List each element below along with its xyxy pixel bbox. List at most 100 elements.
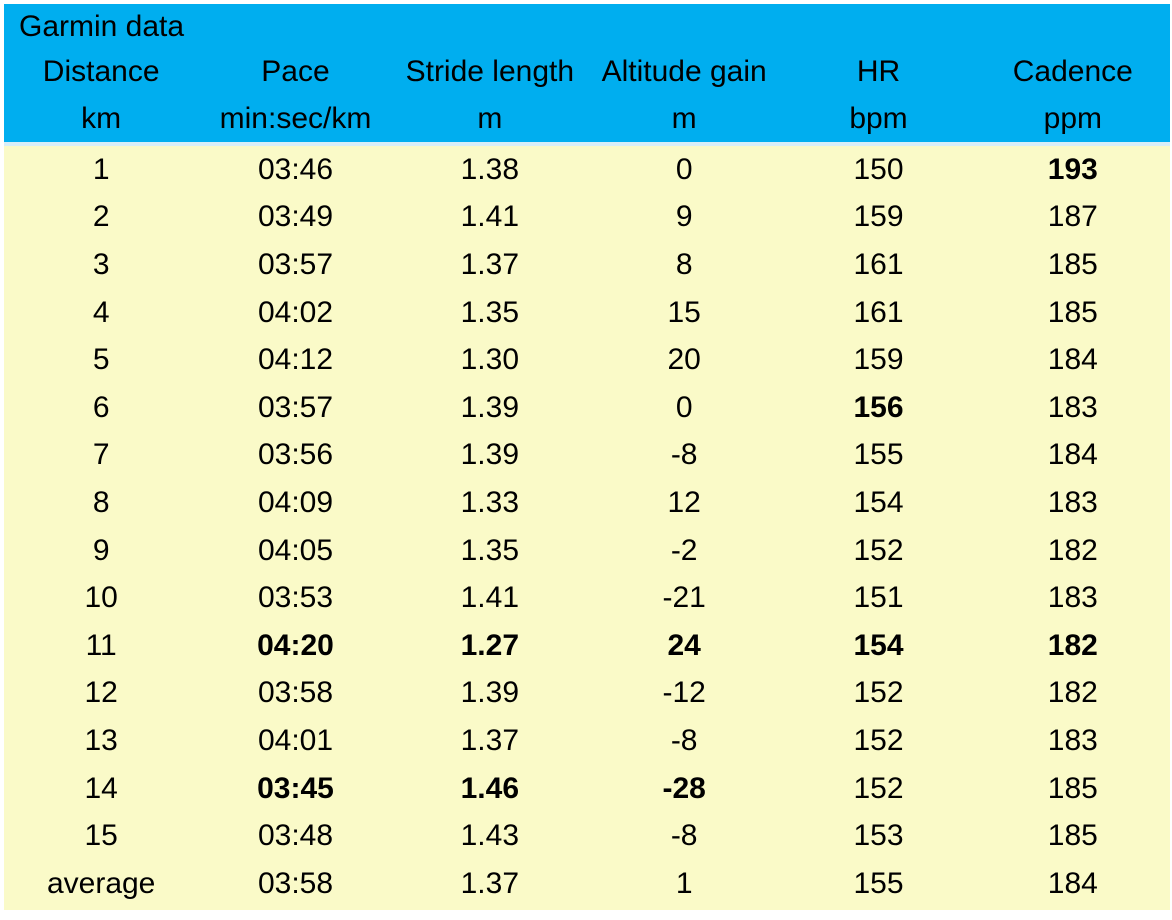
cell: 03:57 <box>257 247 334 281</box>
cell: 1.35 <box>460 295 520 329</box>
column-header-stride-length: Stride length <box>405 55 575 89</box>
cell: 1.41 <box>460 200 520 234</box>
cell: 20 <box>667 343 701 377</box>
cell: 182 <box>1047 628 1098 662</box>
cell: 1.39 <box>460 676 520 710</box>
cell: 1.33 <box>460 485 520 519</box>
cell: 15 <box>667 295 701 329</box>
cell: 03:53 <box>257 581 334 615</box>
unit-stride-length: m <box>477 101 503 135</box>
cell: 03:48 <box>257 819 334 853</box>
column-header-pace: Pace <box>261 55 330 89</box>
cell: 0 <box>675 390 693 424</box>
cell: 04:05 <box>257 533 334 567</box>
cell: -28 <box>662 771 706 805</box>
cell: 161 <box>853 295 904 329</box>
table-row: 10 03:53 1.41 -21 151 183 <box>4 574 1170 622</box>
cell: 15 <box>84 819 118 853</box>
table-row: average 03:58 1.37 1 155 184 <box>4 860 1170 908</box>
cell: 1.37 <box>460 247 520 281</box>
table-row: 8 04:09 1.33 12 154 183 <box>4 479 1170 527</box>
cell: 4 <box>92 295 110 329</box>
cell: 03:58 <box>257 866 334 900</box>
table-row: 3 03:57 1.37 8 161 185 <box>4 241 1170 289</box>
unit-pace: min:sec/km <box>219 101 372 135</box>
cell: 187 <box>1047 200 1098 234</box>
unit-hr: bpm <box>849 101 908 135</box>
column-header-distance: Distance <box>42 55 160 89</box>
cell: 03:45 <box>257 771 334 805</box>
header-body-divider <box>4 142 1170 146</box>
cell: -2 <box>670 533 698 567</box>
cell: 7 <box>92 438 110 472</box>
column-header-altitude-gain: Altitude gain <box>601 55 767 89</box>
cell: 24 <box>667 628 701 662</box>
cell: 184 <box>1047 343 1098 377</box>
cell: 152 <box>853 676 904 710</box>
cell: 150 <box>853 152 904 186</box>
table-row: 15 03:48 1.43 -8 153 185 <box>4 812 1170 860</box>
cell: 04:02 <box>257 295 334 329</box>
cell: 152 <box>853 533 904 567</box>
table-row: 5 04:12 1.30 20 159 184 <box>4 336 1170 384</box>
cell: 8 <box>675 247 693 281</box>
column-units-row: km min:sec/km m m bpm ppm <box>4 96 1170 143</box>
cell: 156 <box>853 390 904 424</box>
cell: 04:01 <box>257 723 334 757</box>
table-row: 12 03:58 1.39 -12 152 182 <box>4 670 1170 718</box>
cell: -8 <box>670 438 698 472</box>
cell: 03:58 <box>257 676 334 710</box>
cell: 185 <box>1047 247 1098 281</box>
table-body: 1 03:46 1.38 0 150 193 2 03:49 1.41 9 159 187 3 03:57… <box>4 146 1170 910</box>
cell: 9 <box>675 200 693 234</box>
cell: 9 <box>92 533 110 567</box>
cell: 8 <box>92 485 110 519</box>
cell: 183 <box>1047 390 1098 424</box>
cell: 155 <box>853 866 904 900</box>
cell: 1.38 <box>460 152 520 186</box>
cell: 184 <box>1047 866 1098 900</box>
cell: -8 <box>670 723 698 757</box>
cell: 1.35 <box>460 533 520 567</box>
table-row: 2 03:49 1.41 9 159 187 <box>4 194 1170 242</box>
cell: 04:09 <box>257 485 334 519</box>
cell: 12 <box>667 485 701 519</box>
cell: 1.46 <box>460 771 520 805</box>
cell: 182 <box>1047 676 1098 710</box>
table-row: 9 04:05 1.35 -2 152 182 <box>4 527 1170 575</box>
unit-cadence: ppm <box>1043 101 1102 135</box>
cell: 1 <box>92 152 110 186</box>
cell: 159 <box>853 343 904 377</box>
cell: 1.37 <box>460 866 520 900</box>
cell: 155 <box>853 438 904 472</box>
unit-distance: km <box>81 101 122 135</box>
cell: 185 <box>1047 819 1098 853</box>
table-row: 14 03:45 1.46 -28 152 185 <box>4 765 1170 813</box>
cell: 1.30 <box>460 343 520 377</box>
cell: 04:20 <box>257 628 334 662</box>
cell: 151 <box>853 581 904 615</box>
cell: 185 <box>1047 295 1098 329</box>
cell: average <box>46 866 156 900</box>
cell: 5 <box>92 343 110 377</box>
cell: 12 <box>84 676 118 710</box>
cell: 183 <box>1047 581 1098 615</box>
cell: 2 <box>92 200 110 234</box>
cell: 03:56 <box>257 438 334 472</box>
cell: 11 <box>85 628 117 662</box>
table-row: 7 03:56 1.39 -8 155 184 <box>4 432 1170 480</box>
cell: 152 <box>853 723 904 757</box>
cell: 154 <box>853 485 904 519</box>
cell: 154 <box>853 628 904 662</box>
cell: 1.27 <box>460 628 520 662</box>
cell: 1.43 <box>460 819 520 853</box>
cell: 183 <box>1047 723 1098 757</box>
unit-altitude-gain: m <box>671 101 697 135</box>
cell: 0 <box>675 152 693 186</box>
cell: 183 <box>1047 485 1098 519</box>
table-row: 4 04:02 1.35 15 161 185 <box>4 289 1170 337</box>
cell: 184 <box>1047 438 1098 472</box>
table-row: 1 03:46 1.38 0 150 193 <box>4 146 1170 194</box>
cell: 03:46 <box>257 152 334 186</box>
cell: 161 <box>853 247 904 281</box>
